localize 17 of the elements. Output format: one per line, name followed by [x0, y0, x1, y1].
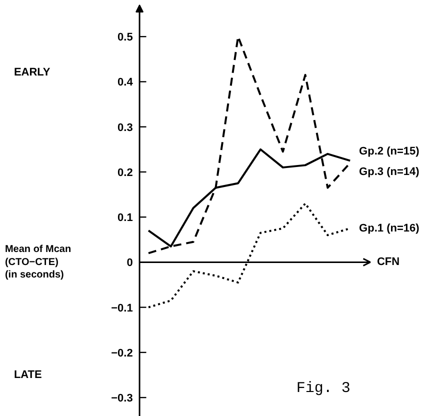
y-tick-label: −0.2: [111, 347, 133, 360]
series-label: Gp.3 (n=14): [359, 166, 420, 178]
y-tick-label: −0.3: [111, 392, 133, 405]
y-tick-label: −0.1: [111, 302, 133, 314]
series-label: Gp.1 (n=16): [359, 222, 420, 234]
y-tick-label: 0.4: [118, 76, 134, 89]
y-axis-title: Mean of Mcan (CTO−CTE) (in seconds): [4, 244, 72, 280]
annotation: Fig. 3: [296, 380, 350, 398]
y-tick-label: 0.5: [118, 32, 133, 44]
y-tick-label: 0.2: [118, 166, 133, 179]
text: EARLY: [14, 66, 51, 79]
y-tick-label: 0.3: [118, 122, 133, 134]
series-label: Gp.2 (n=15): [359, 145, 420, 158]
y-tick-label: 0.1: [118, 212, 133, 224]
y-tick-label: 0: [126, 257, 133, 270]
x-axis-title: CFN: [376, 256, 400, 268]
text: LATE: [14, 368, 42, 381]
